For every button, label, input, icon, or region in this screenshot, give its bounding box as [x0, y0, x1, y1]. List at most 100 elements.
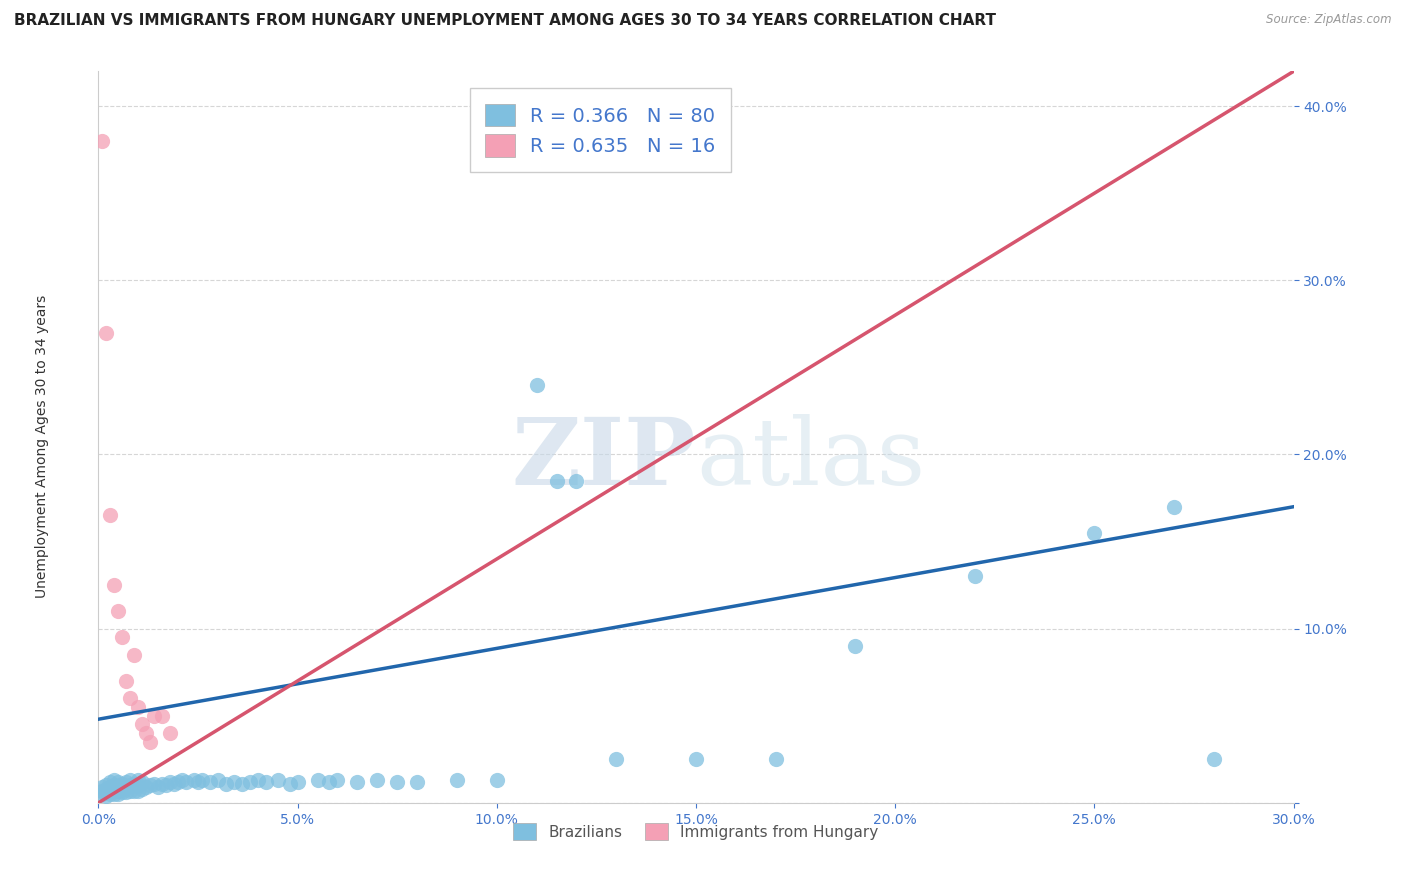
Point — [155, 778, 177, 792]
Point — [187, 775, 209, 789]
Point — [111, 785, 134, 799]
Point — [1083, 525, 1105, 540]
Point — [91, 783, 114, 797]
Point — [307, 773, 329, 788]
Point — [107, 783, 129, 797]
Point — [131, 781, 153, 796]
Point — [115, 780, 138, 794]
Point — [254, 775, 277, 789]
Point — [96, 789, 118, 803]
Point — [366, 773, 388, 788]
Point — [103, 773, 125, 788]
Legend: Brazilians, Immigrants from Hungary: Brazilians, Immigrants from Hungary — [508, 816, 884, 847]
Point — [150, 708, 173, 723]
Point — [167, 775, 190, 789]
Point — [1163, 500, 1185, 514]
Point — [96, 781, 118, 796]
Point — [406, 775, 429, 789]
Point — [98, 775, 122, 789]
Point — [287, 775, 309, 789]
Point — [143, 777, 166, 791]
Point — [526, 377, 548, 392]
Point — [96, 785, 118, 799]
Point — [107, 604, 129, 618]
Point — [120, 773, 142, 788]
Text: BRAZILIAN VS IMMIGRANTS FROM HUNGARY UNEMPLOYMENT AMONG AGES 30 TO 34 YEARS CORR: BRAZILIAN VS IMMIGRANTS FROM HUNGARY UNE… — [14, 13, 995, 29]
Point — [107, 775, 129, 789]
Point — [124, 783, 146, 797]
Point — [346, 775, 368, 789]
Point — [246, 773, 269, 788]
Point — [115, 673, 138, 688]
Point — [485, 773, 508, 788]
Point — [103, 787, 125, 801]
Point — [115, 775, 138, 789]
Point — [174, 775, 197, 789]
Text: Source: ZipAtlas.com: Source: ZipAtlas.com — [1267, 13, 1392, 27]
Point — [163, 777, 186, 791]
Point — [96, 778, 118, 792]
Point — [103, 781, 125, 796]
Point — [91, 787, 114, 801]
Point — [239, 775, 262, 789]
Point — [446, 773, 468, 788]
Text: Unemployment Among Ages 30 to 34 years: Unemployment Among Ages 30 to 34 years — [35, 294, 49, 598]
Point — [98, 508, 122, 523]
Point — [172, 773, 194, 788]
Point — [159, 775, 181, 789]
Point — [107, 787, 129, 801]
Point — [107, 780, 129, 794]
Point — [111, 777, 134, 791]
Point — [546, 474, 568, 488]
Point — [135, 726, 157, 740]
Point — [127, 778, 149, 792]
Point — [844, 639, 866, 653]
Point — [115, 785, 138, 799]
Point — [191, 773, 214, 788]
Point — [139, 778, 162, 792]
Point — [148, 780, 170, 794]
Point — [159, 726, 181, 740]
Point — [98, 780, 122, 794]
Point — [143, 708, 166, 723]
Point — [278, 777, 301, 791]
Point — [124, 777, 146, 791]
Point — [685, 752, 707, 766]
Point — [131, 775, 153, 789]
Point — [135, 780, 157, 794]
Point — [326, 773, 349, 788]
Point — [385, 775, 409, 789]
Point — [127, 700, 149, 714]
Point — [207, 773, 229, 788]
Point — [765, 752, 787, 766]
Point — [120, 778, 142, 792]
Point — [198, 775, 221, 789]
Point — [267, 773, 290, 788]
Point — [124, 648, 146, 662]
Point — [111, 781, 134, 796]
Text: ZIP: ZIP — [512, 414, 696, 504]
Point — [231, 777, 253, 791]
Point — [120, 691, 142, 706]
Point — [91, 780, 114, 794]
Point — [605, 752, 627, 766]
Point — [215, 777, 238, 791]
Point — [103, 778, 125, 792]
Point — [139, 735, 162, 749]
Point — [565, 474, 588, 488]
Point — [183, 773, 205, 788]
Point — [131, 717, 153, 731]
Point — [103, 578, 125, 592]
Point — [98, 787, 122, 801]
Point — [96, 326, 118, 340]
Point — [127, 783, 149, 797]
Point — [120, 783, 142, 797]
Point — [318, 775, 340, 789]
Point — [150, 777, 173, 791]
Text: atlas: atlas — [696, 414, 925, 504]
Point — [963, 569, 986, 583]
Point — [91, 134, 114, 148]
Point — [1202, 752, 1225, 766]
Point — [127, 773, 149, 788]
Point — [222, 775, 245, 789]
